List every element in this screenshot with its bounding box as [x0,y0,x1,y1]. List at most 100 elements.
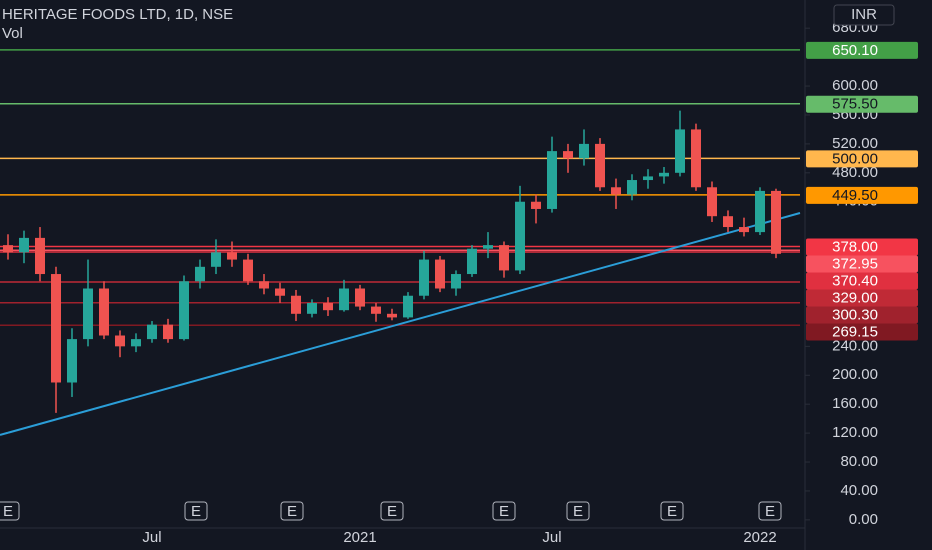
candle-body [147,324,157,340]
level-label: 329.00 [832,290,878,307]
earnings-label: E [387,503,397,520]
level-label-bg [806,41,918,59]
candle-body [227,252,237,260]
candle-body [659,172,669,177]
candle-body [51,274,61,383]
candle-body [195,266,205,282]
currency-button[interactable]: INR [851,6,877,23]
candle-body [307,302,317,314]
level-label: 650.10 [832,42,878,59]
candle-body [579,143,589,159]
candle-body [419,259,429,296]
candle-body [291,295,301,314]
level-label: 378.00 [832,239,878,256]
level-label-bg [806,306,918,324]
candle-body [691,129,701,188]
earnings-marker[interactable]: E [492,501,516,521]
candle-body [483,245,493,249]
earnings-label: E [3,503,13,520]
y-tick-label: 0.00 [849,511,878,528]
earnings-badge [660,501,684,521]
earnings-badge [280,501,304,521]
candle-body [211,252,221,267]
y-tick-label: 480.00 [832,164,878,181]
candle-body [771,190,781,254]
candle-body [19,237,29,253]
candle-body [563,151,573,159]
y-tick-label: 40.00 [840,482,878,499]
level-label-bg [806,289,918,307]
level-label: 372.95 [832,256,878,273]
candle-body [515,201,525,271]
x-tick-label: 2021 [343,529,376,546]
candle-body [611,187,621,195]
candle-body [403,295,413,318]
earnings-badge [184,501,208,521]
y-tick-label: 520.00 [832,135,878,152]
earnings-marker[interactable]: E [758,501,782,521]
earnings-marker[interactable]: E [566,501,590,521]
candle-body [451,274,461,289]
candle-body [595,143,605,188]
trendline-extension [0,431,9,436]
earnings-label: E [287,503,297,520]
candle-body [531,201,541,209]
earnings-marker[interactable]: E [184,501,208,521]
candle-body [83,288,93,340]
candle-body [339,288,349,311]
y-tick-label: 80.00 [840,453,878,470]
candle-body [163,324,173,340]
candle-body [675,129,685,173]
level-label-bg [806,255,918,273]
y-tick-label: 200.00 [832,366,878,383]
candle-body [371,306,381,314]
trendline [7,218,777,434]
earnings-badge [0,501,20,521]
candle-body [275,288,285,296]
candle-body [355,288,365,307]
level-label: 575.50 [832,96,878,113]
level-label: 269.15 [832,324,878,341]
candle-body [643,176,653,181]
earnings-badge [380,501,404,521]
earnings-marker[interactable]: E [280,501,304,521]
earnings-badge [566,501,590,521]
candle-body [259,281,269,289]
chart-title: HERITAGE FOODS LTD, 1D, NSE [2,6,233,23]
earnings-badge [758,501,782,521]
y-tick-label: 120.00 [832,424,878,441]
currency-button-bg[interactable] [833,4,895,26]
level-label: 449.50 [832,187,878,204]
earnings-label: E [499,503,509,520]
earnings-label: E [191,503,201,520]
level-label: 370.40 [832,273,878,290]
candle-body [755,190,765,233]
level-label: 500.00 [832,150,878,167]
candle-body [627,180,637,195]
candle-body [467,248,477,275]
earnings-marker[interactable]: E [380,501,404,521]
earnings-badge [492,501,516,521]
x-tick-label: Jul [542,529,561,546]
y-tick-label: 240.00 [832,337,878,354]
earnings-label: E [765,503,775,520]
candle-body [707,187,717,217]
candle-body [499,245,509,271]
candle-body [323,302,333,311]
volume-label: Vol [2,25,23,42]
candle-body [435,259,445,289]
candle-body [243,259,253,282]
level-label: 300.30 [832,307,878,324]
earnings-marker[interactable]: E [660,501,684,521]
candle-body [3,245,13,253]
candle-body [723,216,733,228]
y-tick-label: 600.00 [832,77,878,94]
candle-body [179,281,189,340]
level-label-bg [806,95,918,113]
earnings-marker[interactable]: E [0,501,20,521]
candle-body [387,313,397,318]
level-label-bg [806,238,918,256]
